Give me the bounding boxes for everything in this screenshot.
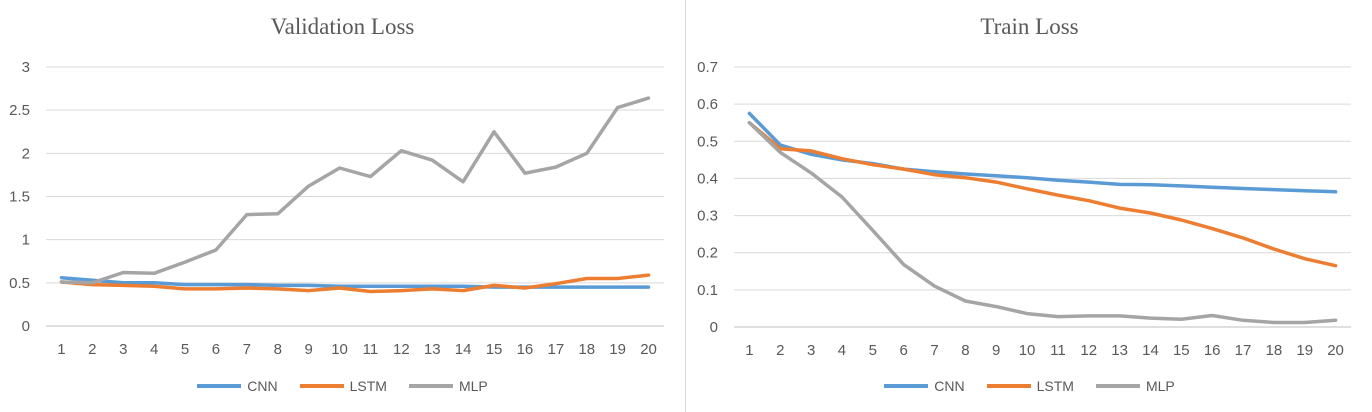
legend-swatch-lstm: [986, 384, 1031, 388]
y-tick-label: 0.1: [697, 282, 718, 299]
x-tick-label: 3: [807, 342, 815, 359]
series-line-mlp: [747, 120, 1338, 325]
x-tick-label: 9: [992, 342, 1000, 359]
x-tick-label: 13: [424, 341, 441, 358]
x-tick-label: 4: [150, 341, 158, 358]
x-tick-label: 12: [393, 341, 410, 358]
legend-item-lstm: LSTM: [986, 378, 1074, 394]
x-tick-label: 11: [1050, 342, 1066, 359]
x-tick-label: 5: [869, 342, 877, 359]
legend-label: MLP: [1145, 378, 1175, 394]
x-tick-label: 8: [274, 341, 282, 358]
x-tick-label: 1: [57, 341, 65, 358]
validation-loss-chart: Validation Loss 0 0.5 1 1.5 2 2.5 3 1 2 3 4 5 6 7 8 9 10…: [0, 0, 685, 412]
x-tick-label: 12: [1080, 342, 1097, 359]
y-tick-label: 2.5: [9, 102, 30, 119]
y-tick-label: 0: [22, 318, 30, 335]
y-tick-label: 0: [710, 319, 718, 336]
x-tick-label: 20: [640, 341, 657, 358]
legend-item-cnn: CNN: [197, 378, 278, 394]
y-tick-label: 0.3: [697, 208, 718, 225]
x-tick-label: 19: [1296, 342, 1313, 359]
x-tick-label: 8: [961, 342, 969, 359]
x-tick-label: 9: [304, 341, 312, 358]
x-tick-label: 7: [243, 341, 251, 358]
x-tick-label: 16: [517, 341, 534, 358]
series-line-mlp: [59, 96, 651, 285]
x-tick-label: 5: [181, 341, 189, 358]
chart-title: Train Loss: [980, 14, 1079, 39]
legend-swatch-cnn: [884, 384, 929, 388]
legend-label: CNN: [934, 378, 965, 394]
legend-item-mlp: MLP: [408, 378, 488, 394]
series-line-lstm: [59, 273, 651, 294]
train-loss-plot: 00.10.20.30.40.50.60.71 2 3 4 5 6 7 8 9 10 11 12 13 1…: [697, 59, 1351, 359]
x-tick-label: 2: [88, 341, 96, 358]
legend: CNN LSTM MLP: [687, 378, 1372, 394]
y-tick-label: 0.5: [697, 133, 718, 150]
x-tick-label: 20: [1327, 342, 1344, 359]
x-tick-label: 4: [838, 342, 846, 359]
y-tick-label: 0.4: [697, 170, 718, 187]
legend-item-lstm: LSTM: [299, 378, 387, 394]
panel-divider: [685, 0, 686, 412]
legend-label: LSTM: [1036, 378, 1074, 394]
y-tick-label: 3: [22, 59, 30, 76]
y-tick-label: 0.7: [697, 59, 718, 76]
legend-item-cnn: CNN: [884, 378, 965, 394]
x-tick-label: 15: [486, 341, 503, 358]
y-tick-label: 1.5: [9, 189, 30, 206]
x-tick-label: 14: [1142, 342, 1159, 359]
x-tick-label: 17: [548, 341, 565, 358]
x-tick-label: 6: [212, 341, 220, 358]
x-tick-label: 2: [776, 342, 784, 359]
series-line-lstm: [747, 120, 1338, 268]
x-tick-label: 7: [930, 342, 938, 359]
y-tick-label: 2: [22, 145, 30, 162]
chart-title: Validation Loss: [270, 14, 415, 39]
x-tick-label: 15: [1173, 342, 1190, 359]
x-tick-label: 18: [578, 341, 595, 358]
x-tick-label: 16: [1204, 342, 1221, 359]
legend-swatch-lstm: [299, 384, 344, 388]
x-tick-label: 13: [1111, 342, 1128, 359]
legend-swatch-mlp: [1095, 384, 1140, 388]
validation-loss-plot: 00.511.522.531 2 3 4 5 6 7 8 9 10 11 12 13 14 15 16 17 18…: [9, 59, 664, 358]
legend-label: CNN: [247, 378, 278, 394]
x-tick-label: 1: [745, 342, 753, 359]
legend-swatch-mlp: [408, 384, 453, 388]
x-tick-label: 11: [363, 341, 379, 358]
legend-item-mlp: MLP: [1095, 378, 1175, 394]
legend-swatch-cnn: [197, 384, 242, 388]
y-tick-label: 0.2: [697, 245, 718, 262]
legend: CNN LSTM MLP: [0, 378, 685, 394]
x-tick-label: 19: [609, 341, 626, 358]
y-tick-label: 1: [22, 232, 30, 249]
x-tick-label: 14: [455, 341, 472, 358]
x-tick-label: 17: [1235, 342, 1252, 359]
y-tick-label: 0.5: [9, 275, 30, 292]
x-tick-label: 10: [1019, 342, 1036, 359]
series-line-cnn: [747, 111, 1338, 194]
series-line-cnn: [59, 275, 651, 289]
x-tick-label: 6: [900, 342, 908, 359]
x-tick-label: 3: [119, 341, 127, 358]
x-tick-label: 18: [1266, 342, 1283, 359]
legend-label: MLP: [458, 378, 488, 394]
y-tick-label: 0.6: [697, 96, 718, 113]
train-loss-chart: Train Loss 0 0.1 0.2 0.3 0.4 0.5 0.6 0.7 1 2 3 4 5 6 7…: [687, 0, 1372, 412]
legend-label: LSTM: [349, 378, 387, 394]
x-tick-label: 10: [331, 341, 348, 358]
